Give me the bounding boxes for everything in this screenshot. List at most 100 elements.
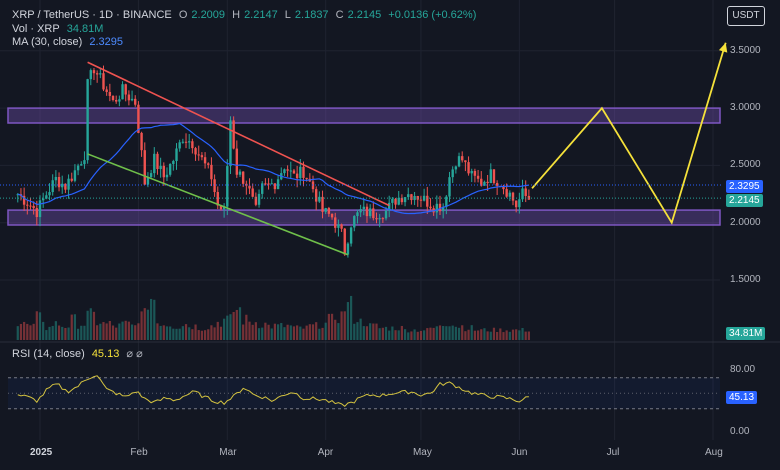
volume-bar bbox=[38, 312, 42, 340]
candle-body bbox=[514, 200, 518, 208]
candle-body bbox=[305, 177, 308, 179]
volume-bar bbox=[318, 328, 321, 340]
rsi-legend[interactable]: RSI (14, close) 45.13 ⌀ ⌀ bbox=[12, 348, 147, 360]
volume-bar bbox=[476, 330, 480, 340]
candle-body bbox=[451, 169, 454, 178]
volume-bar bbox=[261, 327, 264, 340]
low-label: L bbox=[284, 9, 291, 21]
candle-body bbox=[480, 178, 483, 186]
volume-bar bbox=[359, 318, 362, 340]
candle-body bbox=[188, 141, 191, 143]
volume-bar bbox=[232, 312, 235, 340]
volume-bar bbox=[384, 326, 388, 340]
candle-body bbox=[54, 176, 58, 181]
candle-body bbox=[95, 73, 99, 75]
time-tick-label: Jun bbox=[511, 447, 528, 458]
volume-bar bbox=[118, 323, 121, 340]
candle-body bbox=[362, 206, 366, 210]
volume-bar bbox=[527, 331, 530, 340]
volume-bar bbox=[150, 298, 153, 340]
candle-body bbox=[257, 193, 261, 205]
candle-body bbox=[210, 164, 213, 180]
candle-body bbox=[378, 218, 381, 220]
symbol-title[interactable]: XRP / TetherUS · 1D · BINANCE bbox=[12, 9, 172, 21]
volume-bar bbox=[454, 326, 457, 340]
candle-body bbox=[457, 156, 461, 167]
candle-body bbox=[422, 195, 426, 201]
volume-bar bbox=[426, 328, 429, 340]
volume-bar bbox=[61, 326, 64, 340]
candle-body bbox=[511, 192, 515, 201]
candle-body bbox=[108, 92, 112, 96]
candle-body bbox=[168, 163, 172, 175]
volume-bar bbox=[321, 327, 324, 340]
volume-bar bbox=[226, 315, 229, 340]
candle-body bbox=[349, 227, 353, 244]
volume-bar bbox=[143, 308, 146, 340]
volume-bar bbox=[480, 329, 483, 340]
candle-body bbox=[35, 208, 39, 218]
candle-body bbox=[73, 170, 77, 181]
candle-body bbox=[149, 173, 153, 178]
volume-bar bbox=[324, 322, 327, 340]
volume-bar bbox=[276, 324, 280, 340]
candle-body bbox=[48, 192, 51, 196]
volume-bar bbox=[327, 313, 330, 340]
volume-bar bbox=[108, 320, 111, 340]
candle-body bbox=[22, 195, 26, 205]
high-value: 2.2147 bbox=[244, 9, 278, 21]
volume-bar bbox=[130, 324, 134, 340]
candle-body bbox=[165, 174, 169, 178]
candle-body bbox=[29, 205, 32, 207]
support-trendline bbox=[87, 153, 349, 256]
volume-value-tag: 34.81M bbox=[726, 327, 766, 340]
price-tick-label: 1.5000 bbox=[730, 274, 761, 285]
volume-legend[interactable]: Vol · XRP 34.81M bbox=[12, 23, 107, 35]
candle-body bbox=[521, 188, 524, 200]
volume-bar bbox=[242, 324, 245, 340]
moving-average bbox=[17, 122, 529, 215]
volume-bar bbox=[45, 330, 48, 340]
volume-bar bbox=[175, 328, 178, 340]
volume-bar bbox=[467, 329, 470, 340]
volume-bar bbox=[111, 325, 115, 340]
candle-body bbox=[57, 176, 61, 188]
volume-bar bbox=[191, 329, 194, 340]
rsi-legend-icons: ⌀ ⌀ bbox=[126, 348, 143, 360]
price-tick-label: 2.5000 bbox=[730, 159, 761, 171]
volume-bar bbox=[32, 323, 35, 340]
volume-bar bbox=[16, 326, 19, 340]
volume-bar bbox=[203, 330, 207, 340]
candle-body bbox=[38, 200, 42, 218]
candle-body bbox=[318, 196, 321, 202]
volume-bar bbox=[432, 327, 435, 340]
candle-body bbox=[67, 178, 70, 190]
candle-body bbox=[467, 162, 470, 174]
volume-bar bbox=[89, 308, 92, 340]
volume-bar bbox=[464, 331, 467, 340]
volume-bar bbox=[353, 323, 356, 340]
volume-bar bbox=[515, 329, 518, 340]
volume-bar bbox=[67, 327, 70, 340]
volume-bar bbox=[137, 323, 140, 340]
volume-bar bbox=[19, 323, 23, 340]
candle-body bbox=[311, 181, 315, 190]
candle-body bbox=[248, 185, 251, 189]
candle-body bbox=[292, 170, 296, 174]
candle-body bbox=[337, 224, 340, 228]
candle-body bbox=[86, 79, 89, 161]
currency-button[interactable]: USDT bbox=[727, 6, 765, 26]
candle-body bbox=[470, 170, 473, 174]
volume-bar bbox=[403, 329, 407, 340]
volume-bar bbox=[445, 326, 448, 340]
candle-body bbox=[486, 181, 489, 184]
ma-legend[interactable]: MA (30, close) 2.3295 bbox=[12, 36, 127, 48]
volume-bar bbox=[308, 324, 311, 340]
candle-body bbox=[32, 205, 35, 209]
candle-body bbox=[426, 195, 429, 207]
close-price-tag: 2.2145 bbox=[726, 194, 763, 207]
candle-body bbox=[346, 243, 350, 255]
change-value: +0.0136 (+0.62%) bbox=[388, 9, 477, 21]
